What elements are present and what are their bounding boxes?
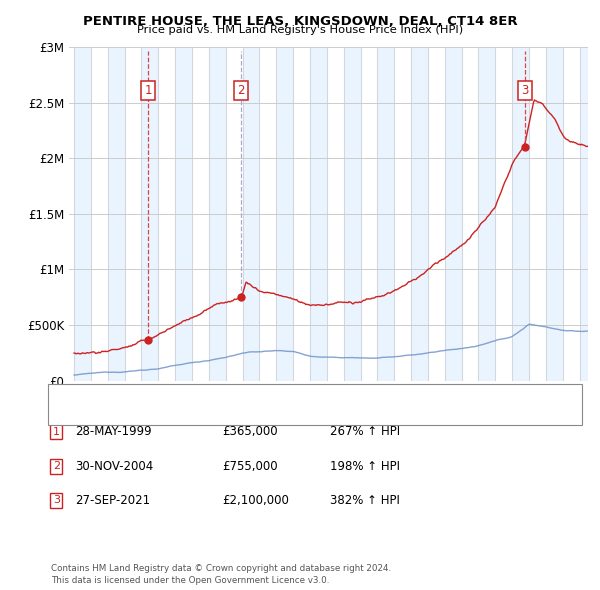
Bar [580,47,596,381]
Bar [242,47,259,381]
Text: 198% ↑ HPI: 198% ↑ HPI [330,460,400,473]
Text: 30-NOV-2004: 30-NOV-2004 [75,460,153,473]
Text: 2: 2 [53,461,60,471]
Bar [175,47,192,381]
Bar [445,47,461,381]
Bar [478,47,496,381]
Text: 267% ↑ HPI: 267% ↑ HPI [330,425,400,438]
Bar [377,47,394,381]
Bar [512,47,529,381]
Text: Price paid vs. HM Land Registry's House Price Index (HPI): Price paid vs. HM Land Registry's House … [137,25,463,35]
Text: HPI: Average price, detached house, Dover: HPI: Average price, detached house, Dove… [102,408,337,418]
Text: 1: 1 [53,427,60,437]
Bar [108,47,125,381]
Text: £365,000: £365,000 [222,425,278,438]
Text: 2: 2 [238,84,245,97]
Text: 3: 3 [521,84,529,97]
Text: £2,100,000: £2,100,000 [222,494,289,507]
Text: 27-SEP-2021: 27-SEP-2021 [75,494,150,507]
Text: PENTIRE HOUSE, THE LEAS, KINGSDOWN, DEAL, CT14 8ER (detached house): PENTIRE HOUSE, THE LEAS, KINGSDOWN, DEAL… [102,391,522,401]
Text: 382% ↑ HPI: 382% ↑ HPI [330,494,400,507]
Text: 3: 3 [53,496,60,505]
Bar [411,47,428,381]
Bar [74,47,91,381]
Bar [344,47,361,381]
Bar [142,47,158,381]
Text: 1: 1 [145,84,152,97]
Bar [546,47,563,381]
Bar [310,47,327,381]
Text: £755,000: £755,000 [222,460,278,473]
Bar [209,47,226,381]
Text: This data is licensed under the Open Government Licence v3.0.: This data is licensed under the Open Gov… [51,576,329,585]
Text: PENTIRE HOUSE, THE LEAS, KINGSDOWN, DEAL, CT14 8ER: PENTIRE HOUSE, THE LEAS, KINGSDOWN, DEAL… [83,15,517,28]
Text: 28-MAY-1999: 28-MAY-1999 [75,425,152,438]
Bar [276,47,293,381]
Text: Contains HM Land Registry data © Crown copyright and database right 2024.: Contains HM Land Registry data © Crown c… [51,564,391,573]
